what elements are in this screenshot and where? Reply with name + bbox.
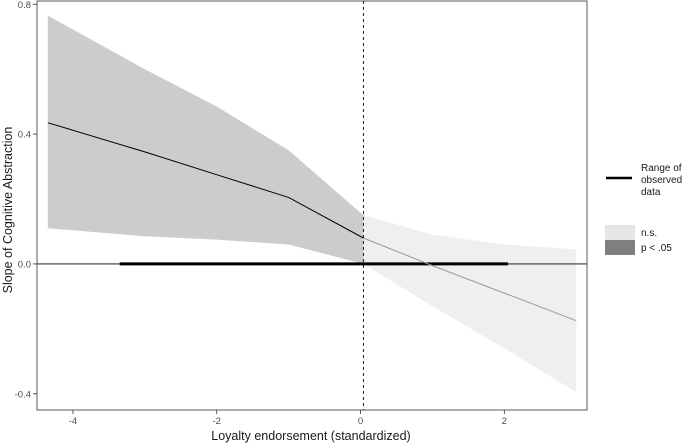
panel-border: [36, 0, 588, 411]
slope-line-ns-path: [363, 237, 577, 322]
y-tick-label: -0.4: [15, 389, 31, 400]
x-tick-label: -4: [69, 416, 77, 427]
legend-sig-key: [605, 240, 635, 255]
x-axis-title: Loyalty endorsement (standardized): [211, 429, 410, 443]
legend-ns-label: n.s.: [641, 228, 657, 239]
legend-range-label: Range of: [641, 163, 682, 174]
legend-range-label-line2: observed: [641, 175, 682, 186]
plot-panel-border: [36, 0, 588, 411]
ci-band-sig-area: [47, 15, 364, 264]
y-tick-label: 0.4: [18, 130, 31, 141]
slope-line-sig-path: [47, 122, 364, 239]
y-tick-label: 0.8: [18, 0, 31, 11]
y-axis-title: Slope of Cognitive Abstraction: [1, 127, 15, 294]
legend: Range of observed data n.s. p < .05: [605, 163, 682, 255]
ci-band-ns-area: [363, 215, 577, 393]
legend-range-label-line3: data: [641, 187, 661, 198]
ci-band-significant: [47, 15, 364, 264]
y-axis: -0.4 0.0 0.4 0.8: [15, 0, 37, 400]
x-tick-label: -2: [213, 416, 221, 427]
ci-band-not-significant: [363, 215, 577, 393]
legend-sig-label: p < .05: [641, 243, 672, 254]
x-tick-label: 0: [358, 416, 363, 427]
legend-ns-key: [605, 225, 635, 240]
x-axis: -4 -2 0 2: [69, 410, 507, 427]
slope-line-not-significant: [363, 237, 577, 322]
y-tick-label: 0.0: [18, 259, 31, 270]
slope-line-significant: [47, 122, 364, 239]
x-tick-label: 2: [502, 416, 507, 427]
